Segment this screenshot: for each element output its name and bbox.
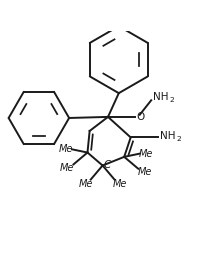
Text: O: O bbox=[136, 112, 144, 122]
Text: Me: Me bbox=[60, 163, 74, 173]
Text: Me: Me bbox=[59, 144, 73, 154]
Text: Me: Me bbox=[113, 179, 127, 189]
Text: Me: Me bbox=[79, 179, 94, 189]
Text: C: C bbox=[104, 160, 111, 171]
Text: Me: Me bbox=[139, 149, 153, 159]
Text: 2: 2 bbox=[176, 136, 181, 142]
Text: Me: Me bbox=[138, 167, 152, 177]
Text: NH: NH bbox=[160, 131, 175, 141]
Text: 2: 2 bbox=[170, 97, 174, 103]
Text: NH: NH bbox=[153, 93, 169, 102]
